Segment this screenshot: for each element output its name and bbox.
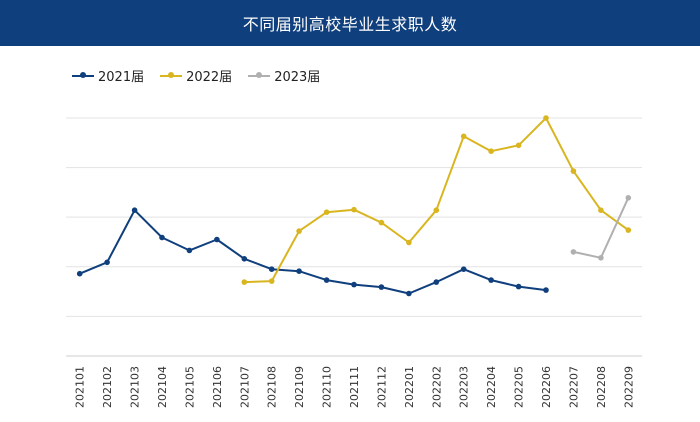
data-point-0-202204 (488, 277, 494, 283)
x-tick-label-202209: 202209 (622, 366, 635, 408)
data-point-0-202106 (214, 236, 220, 243)
data-point-1-202108 (268, 278, 275, 284)
x-tick-label-202207: 202207 (567, 366, 580, 408)
data-point-0-202107 (241, 255, 248, 262)
x-tick-label-202107: 202107 (238, 366, 251, 408)
x-tick-label-202111: 202111 (348, 366, 361, 408)
series-line-2-0 (573, 197, 630, 259)
data-point-1-202112 (378, 219, 385, 226)
x-tick-label-202206: 202206 (540, 366, 553, 408)
chart-legend: 2021届 2022届 2023届 (72, 66, 320, 85)
legend-item-2022[interactable]: 2022届 (160, 66, 232, 85)
data-point-0-202110 (323, 277, 330, 283)
data-point-1-202204 (488, 148, 494, 154)
chart-title: 不同届别高校毕业生求职人数 (242, 15, 458, 34)
data-point-0-202205 (515, 283, 522, 290)
x-tick-label-202101: 202101 (74, 366, 87, 408)
data-point-1-202111 (351, 206, 357, 213)
x-tick-label-202109: 202109 (293, 366, 306, 408)
data-point-2-202208 (598, 254, 604, 261)
data-point-0-202102 (104, 259, 110, 266)
data-point-0-202112 (378, 284, 385, 290)
legend-label-2022: 2022届 (186, 70, 233, 85)
data-point-0-202109 (296, 268, 302, 275)
legend-item-2023[interactable]: 2023届 (248, 66, 320, 85)
data-point-1-202110 (323, 209, 330, 215)
data-point-0-202206 (543, 287, 549, 293)
legend-label-2023: 2023届 (274, 70, 321, 85)
x-tick-label-202105: 202105 (183, 366, 196, 408)
data-point-1-202209 (625, 227, 632, 233)
data-point-1-202201 (406, 239, 412, 246)
x-tick-label-202102: 202102 (101, 366, 114, 408)
data-point-0-202108 (268, 266, 275, 273)
x-tick-label-202108: 202108 (266, 366, 279, 408)
series-line-1-0 (244, 117, 629, 284)
data-point-2-202207 (570, 249, 577, 255)
data-point-1-202203 (460, 133, 467, 140)
data-point-1-202109 (296, 228, 302, 234)
x-tick-label-202201: 202201 (403, 366, 416, 408)
data-point-0-202103 (131, 207, 138, 213)
x-tick-label-202112: 202112 (375, 366, 388, 408)
data-point-1-202202 (433, 207, 440, 213)
data-point-0-202201 (406, 290, 412, 297)
x-tick-label-202106: 202106 (211, 366, 224, 408)
x-tick-label-202205: 202205 (513, 366, 526, 408)
x-tick-label-202202: 202202 (430, 366, 443, 408)
x-tick-label-202204: 202204 (485, 366, 498, 408)
x-tick-label-202104: 202104 (156, 366, 169, 408)
data-point-0-202202 (433, 279, 440, 285)
x-tick-label-202103: 202103 (129, 366, 142, 408)
data-point-0-202111 (351, 281, 357, 288)
data-point-2-202209 (625, 195, 632, 201)
data-point-1-202208 (598, 207, 604, 213)
legend-swatch-2022 (160, 71, 183, 81)
data-point-0-202101 (76, 270, 83, 277)
data-point-1-202205 (515, 142, 522, 149)
legend-item-2021[interactable]: 2021届 (72, 66, 144, 85)
data-point-1-202206 (543, 115, 549, 121)
legend-label-2021: 2021届 (98, 70, 145, 85)
chart-header: 不同届别高校毕业生求职人数 (0, 0, 700, 46)
data-point-0-202203 (460, 266, 467, 273)
data-point-0-202104 (159, 234, 165, 241)
data-point-1-202107 (241, 279, 248, 285)
series-line-0-0 (79, 209, 547, 295)
data-point-0-202105 (186, 247, 193, 254)
data-point-1-202207 (570, 168, 577, 174)
legend-swatch-2023 (248, 71, 271, 81)
x-tick-label-202203: 202203 (458, 366, 471, 408)
legend-swatch-2021 (72, 71, 94, 81)
x-tick-label-202110: 202110 (321, 366, 334, 408)
x-tick-label-202208: 202208 (595, 366, 608, 408)
